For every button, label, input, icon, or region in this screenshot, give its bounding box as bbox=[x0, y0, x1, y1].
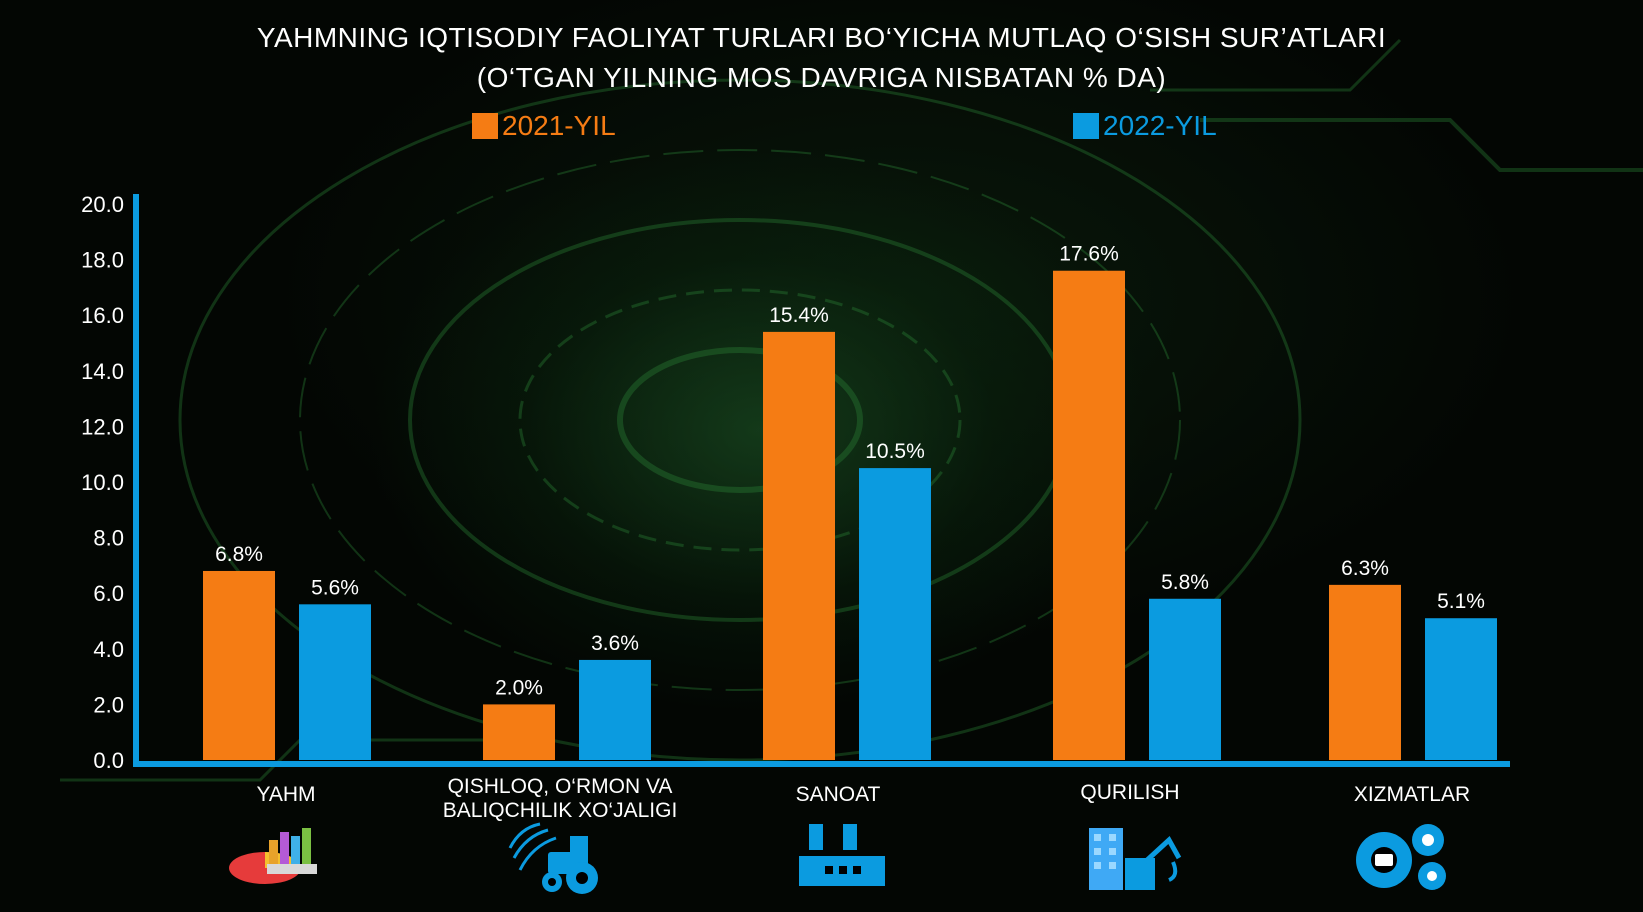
legend-label-2022: 2022-YIL bbox=[1103, 110, 1217, 141]
factory-icon bbox=[799, 824, 885, 886]
bar bbox=[299, 604, 371, 760]
category-label-line: YAHM bbox=[256, 783, 316, 806]
gears-icon bbox=[1356, 824, 1446, 890]
category-label-yahm: YAHM bbox=[136, 783, 436, 807]
category-label-xizmatlar: XIZMATLAR bbox=[1262, 783, 1562, 807]
pie-chart-icon bbox=[229, 828, 317, 884]
y-tick-label: 2.0 bbox=[93, 692, 124, 717]
category-label-line: BALIQCHILIK XO‘JALIGI bbox=[442, 799, 678, 822]
y-tick-label: 14.0 bbox=[81, 359, 124, 384]
category-label-line: XIZMATLAR bbox=[1353, 783, 1471, 806]
construction-icon bbox=[1089, 828, 1182, 890]
data-label: 15.4% bbox=[769, 304, 829, 327]
bar bbox=[1329, 584, 1401, 760]
category-label-line: QISHLOQ, O‘RMON VA bbox=[447, 775, 673, 798]
y-tick-label: 10.0 bbox=[81, 470, 124, 495]
y-tick-label: 6.0 bbox=[93, 581, 124, 606]
category-label-line: SANOAT bbox=[795, 783, 881, 806]
chart-title-line-1: YAHMNING IQTISODIY FAOLIYAT TURLARI BO‘Y… bbox=[256, 22, 1387, 53]
data-label: 17.6% bbox=[1059, 243, 1119, 266]
y-tick-label: 16.0 bbox=[81, 303, 124, 328]
y-tick-label: 4.0 bbox=[93, 637, 124, 662]
tractor-icon bbox=[508, 822, 598, 894]
category-label-sanoat: SANOAT bbox=[688, 783, 988, 807]
data-label: 6.8% bbox=[215, 543, 263, 566]
data-label: 3.6% bbox=[591, 632, 639, 655]
bar bbox=[1425, 618, 1497, 760]
legend-swatch-2021 bbox=[472, 113, 498, 139]
bar bbox=[483, 704, 555, 760]
bar bbox=[859, 468, 931, 760]
y-tick-label: 12.0 bbox=[81, 414, 124, 439]
y-tick-label: 0.0 bbox=[93, 748, 124, 773]
bar bbox=[203, 570, 275, 760]
chart-title-line-2: (O‘TGAN YILNING MOS DAVRIGA NISBATAN % D… bbox=[476, 62, 1167, 93]
legend-label-2021: 2021-YIL bbox=[502, 110, 616, 141]
bar bbox=[763, 331, 835, 760]
data-label: 5.1% bbox=[1437, 590, 1485, 613]
legend-swatch-2022 bbox=[1073, 113, 1099, 139]
bar bbox=[1053, 270, 1125, 760]
category-label-qurilish: QURILISH bbox=[980, 781, 1280, 805]
data-label: 10.5% bbox=[865, 440, 925, 463]
legend-item-2022: 2022-YIL bbox=[1073, 110, 1217, 142]
data-label: 5.8% bbox=[1161, 571, 1209, 594]
legend-item-2021: 2021-YIL bbox=[472, 110, 616, 142]
y-tick-label: 20.0 bbox=[81, 192, 124, 217]
y-tick-label: 18.0 bbox=[81, 248, 124, 273]
data-label: 6.3% bbox=[1341, 557, 1389, 580]
data-label: 5.6% bbox=[311, 576, 359, 599]
y-tick-label: 8.0 bbox=[93, 526, 124, 551]
category-label-line: QURILISH bbox=[1080, 781, 1180, 804]
bar bbox=[1149, 598, 1221, 760]
bar bbox=[579, 659, 651, 760]
data-label: 2.0% bbox=[495, 676, 543, 699]
category-label-qishloq: QISHLOQ, O‘RMON VA BALIQCHILIK XO‘JALIGI bbox=[410, 775, 710, 823]
